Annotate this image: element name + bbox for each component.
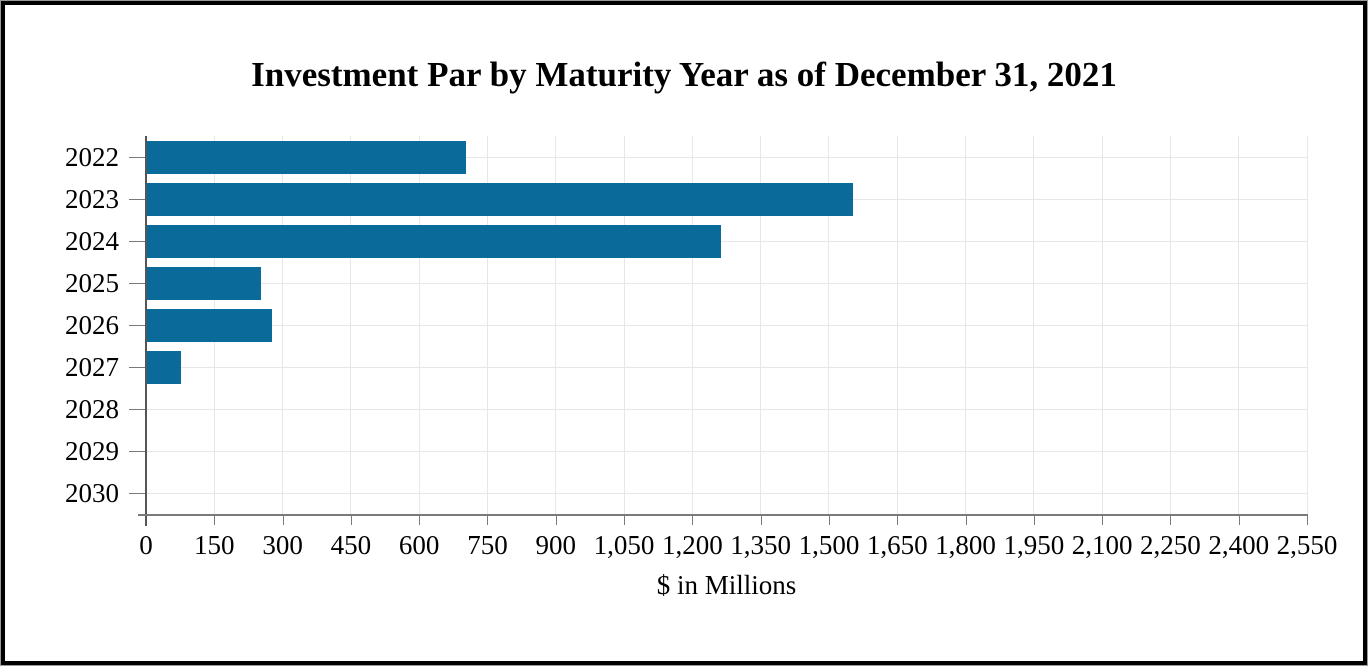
y-axis-tick: [129, 492, 146, 494]
y-axis-label: 2025: [65, 268, 119, 298]
x-axis-tick: [1170, 516, 1172, 525]
x-axis-tick-label: 750: [467, 530, 508, 560]
bar-2026: [147, 308, 272, 342]
x-axis-tick-label: 2,400: [1208, 530, 1270, 560]
x-axis-tick: [487, 516, 489, 525]
y-axis-line: [145, 136, 147, 526]
bar-2027: [147, 350, 181, 384]
x-axis-tick: [555, 516, 557, 525]
x-axis-tick-label: 0: [139, 530, 153, 560]
x-axis-tick-label: 1,500: [798, 530, 860, 560]
x-axis-tick-label: 150: [194, 530, 235, 560]
y-axis-label: 2029: [65, 436, 119, 466]
horizontal-gridline: [147, 282, 1307, 284]
x-axis-tick-label: 2,100: [1071, 530, 1133, 560]
y-axis-label: 2024: [65, 226, 119, 256]
x-axis-tick-label: 1,650: [866, 530, 928, 560]
horizontal-gridline: [147, 366, 1307, 368]
x-axis-tick: [1102, 516, 1104, 525]
x-axis-tick-label: 1,200: [661, 530, 723, 560]
y-axis-label: 2023: [65, 184, 119, 214]
x-axis-tick: [214, 516, 216, 525]
x-axis-tick-label: 1,050: [593, 530, 655, 560]
x-axis-tick: [760, 516, 762, 525]
x-axis-title: $ in Millions: [656, 570, 797, 600]
x-axis-tick-label: 2,550: [1276, 530, 1338, 560]
x-axis-tick: [1238, 516, 1240, 525]
y-axis-label: 2022: [65, 142, 119, 172]
y-axis-tick: [129, 450, 146, 452]
y-axis-tick: [129, 282, 146, 284]
x-axis-tick-label: 900: [535, 530, 577, 560]
y-axis-tick: [129, 408, 146, 410]
bar-2022: [147, 140, 466, 174]
x-axis-tick-label: 1,350: [730, 530, 792, 560]
bar-2025: [147, 266, 261, 300]
horizontal-gridline: [147, 324, 1307, 326]
horizontal-gridline: [147, 408, 1307, 410]
y-axis-tick: [129, 156, 146, 158]
x-axis-tick: [692, 516, 694, 525]
horizontal-gridline: [147, 156, 1307, 158]
vertical-gridline: [1306, 136, 1308, 514]
x-axis-tick: [350, 516, 352, 525]
x-axis-tick: [965, 516, 967, 525]
bar-2023: [147, 182, 853, 216]
x-axis-tick-label: 1,800: [935, 530, 996, 560]
horizontal-gridline: [147, 492, 1307, 494]
y-axis-tick: [129, 198, 146, 200]
x-axis-tick: [1307, 516, 1308, 525]
x-axis-tick: [828, 516, 830, 525]
x-axis-tick-label: 600: [398, 530, 440, 560]
x-axis-tick-label: 2,250: [1140, 530, 1201, 560]
x-axis-tick: [624, 516, 626, 525]
x-axis-tick-label: 300: [262, 530, 303, 560]
y-axis-tick: [129, 324, 146, 326]
x-axis-tick: [1033, 516, 1035, 525]
chart-title: Investment Par by Maturity Year as of De…: [251, 55, 1117, 94]
y-axis-label: 2027: [65, 352, 119, 382]
y-axis-label: 2026: [65, 310, 119, 340]
x-axis-tick: [419, 516, 421, 525]
horizontal-gridline: [147, 450, 1307, 452]
x-axis-tick-label: 1,950: [1003, 530, 1065, 560]
y-axis-label: 2030: [65, 478, 119, 508]
y-axis-tick: [129, 366, 146, 368]
x-axis-line: [138, 514, 1308, 516]
y-axis-tick: [129, 240, 146, 242]
y-axis-label: 2028: [65, 394, 119, 424]
horizontal-gridline: [147, 240, 1307, 242]
bar-2024: [147, 224, 721, 258]
x-axis-tick: [282, 516, 284, 525]
x-axis-tick: [897, 516, 899, 525]
x-axis-tick-label: 450: [330, 530, 372, 560]
